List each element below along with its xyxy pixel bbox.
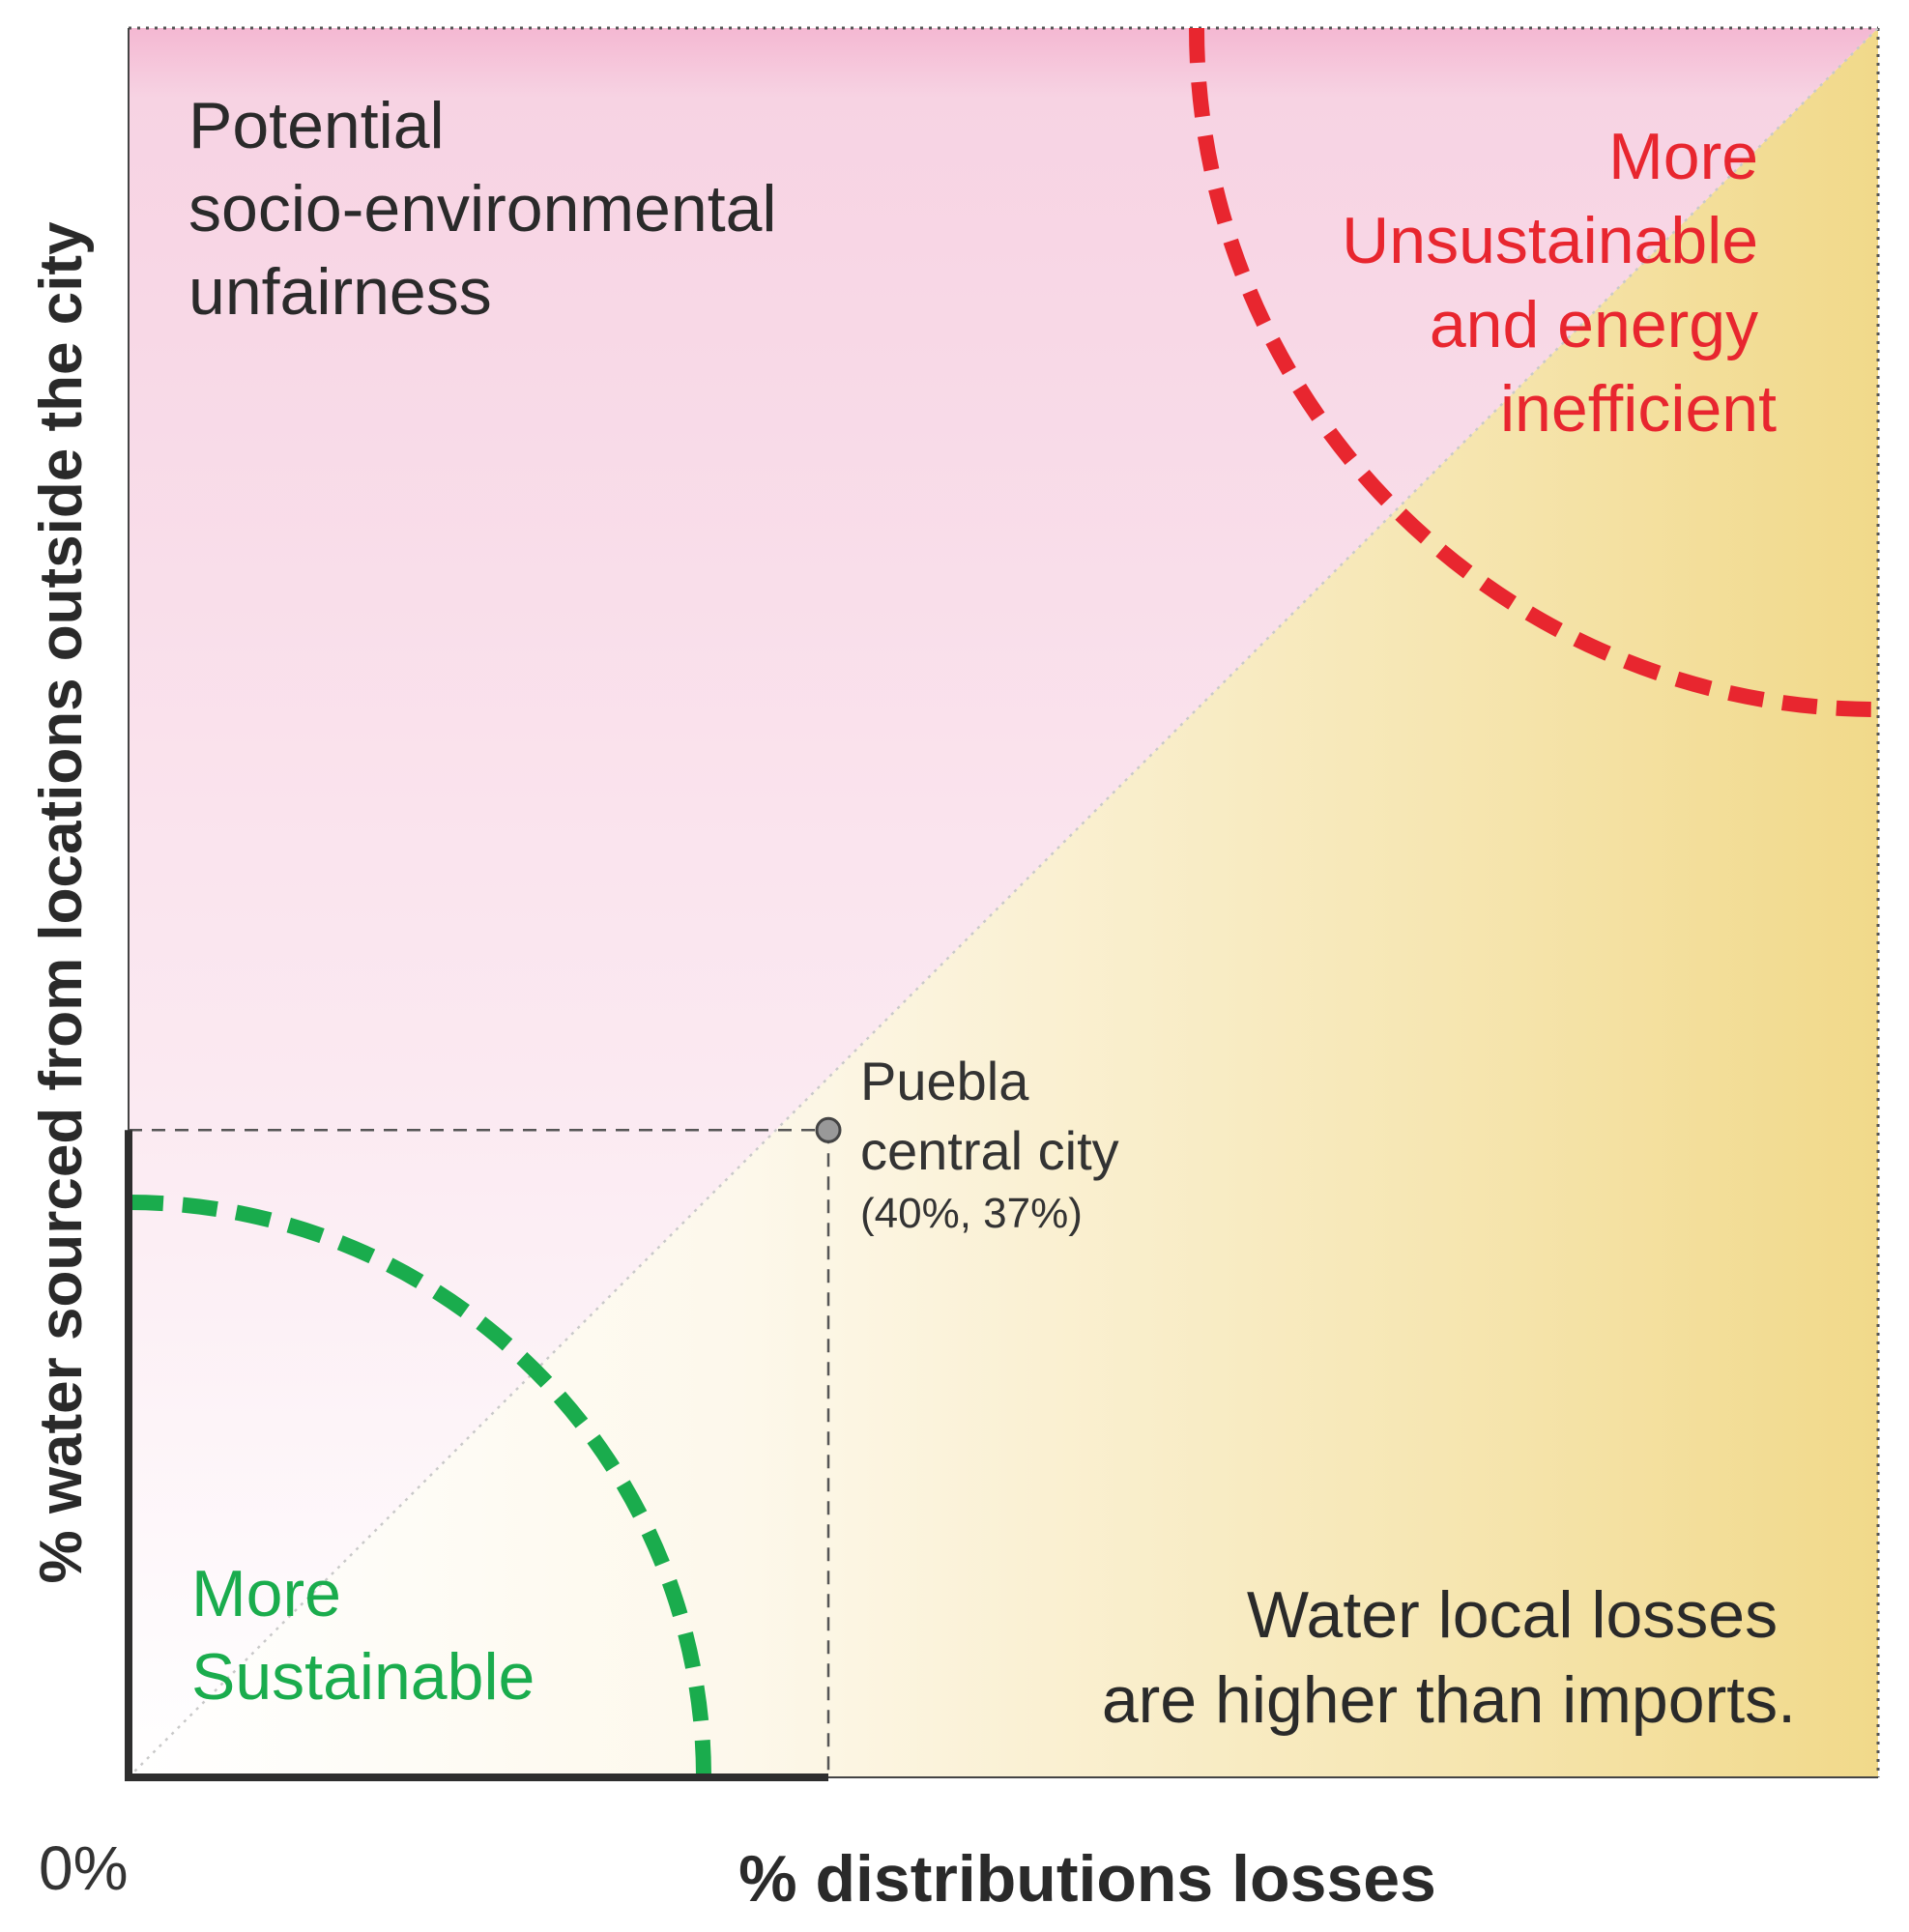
origin-label: 0%: [39, 1833, 129, 1903]
unsustainable-label: More Unsustainable and energy inefficien…: [1342, 120, 1777, 446]
point-value-label: (40%, 37%): [860, 1190, 1083, 1237]
region-top-left-label: Potential socio-environmental unfairness: [188, 89, 795, 329]
x-axis-label: % distributions losses: [738, 1842, 1436, 1916]
diagonal-reference-line: [128, 27, 1879, 1778]
sustainable-label: More Sustainable: [191, 1557, 535, 1714]
sustainable-boundary-arc: [129, 1195, 711, 1777]
point-name-label: Puebla central city: [860, 1051, 1119, 1181]
unsustainable-boundary-arc: [1189, 28, 1878, 717]
region-bottom-right-label: Water local losses are higher than impor…: [1102, 1578, 1796, 1737]
y-axis-label: % water sourced from locations outside t…: [28, 221, 95, 1584]
point-reference-axes: [125, 1130, 828, 1781]
data-point-puebla: [815, 1116, 842, 1143]
